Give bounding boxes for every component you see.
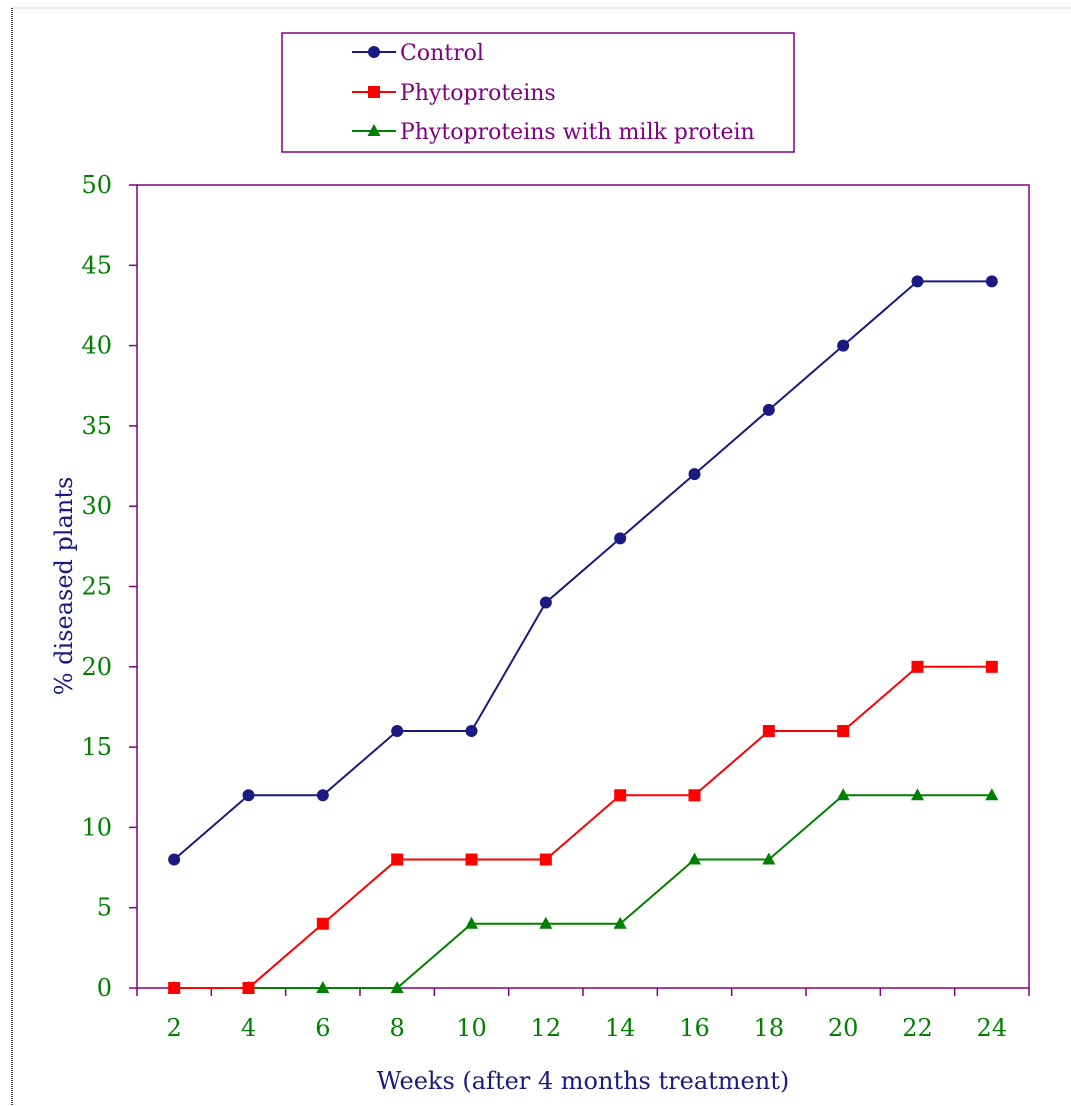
data-point: [465, 725, 478, 738]
y-tick-label: 25: [81, 573, 112, 601]
y-tick-label: 10: [81, 813, 112, 841]
data-point: [911, 660, 924, 673]
data-point: [242, 982, 255, 994]
series-control: [168, 275, 998, 866]
legend: Control Phytoproteins Phytoproteins with m…: [281, 32, 795, 153]
plot-area: [136, 184, 1030, 989]
data-point: [316, 789, 329, 802]
y-axis-title: % diseased plants: [50, 477, 78, 696]
legend-marker: [367, 124, 381, 136]
y-tick-label: 0: [97, 974, 112, 1002]
legend-marker: [368, 86, 380, 98]
data-point: [242, 789, 255, 802]
x-tick-label: 4: [241, 1014, 256, 1042]
x-tick-label: 24: [977, 1014, 1008, 1042]
y-axis: 0 5 10 15 20 25 30 35 40 45 50: [81, 171, 137, 1002]
y-tick-label: 45: [81, 251, 112, 279]
legend-label: Control: [400, 41, 484, 66]
y-tick-label: 15: [81, 733, 112, 761]
data-point: [614, 789, 627, 802]
data-point: [837, 725, 850, 738]
data-point: [762, 852, 776, 865]
data-point: [390, 981, 404, 993]
x-tick-label: 18: [754, 1014, 785, 1042]
x-tick-label: 14: [605, 1014, 636, 1042]
x-axis-title: Weeks (after 4 months treatment): [377, 1067, 789, 1095]
data-point: [539, 853, 552, 866]
legend-marker: [368, 46, 380, 58]
y-tick-label: 50: [81, 171, 112, 199]
data-point: [688, 852, 701, 865]
series-line: [174, 794, 992, 989]
data-point: [316, 917, 329, 930]
data-point: [985, 275, 998, 288]
y-tick-label: 30: [81, 492, 112, 520]
series-line: [173, 280, 992, 861]
x-tick-label: 10: [456, 1014, 487, 1042]
data-point: [837, 339, 850, 352]
x-tick-label: 20: [828, 1014, 859, 1042]
data-point: [911, 788, 924, 801]
x-tick-label: 16: [679, 1014, 710, 1042]
data-point: [985, 788, 999, 801]
data-point: [836, 788, 850, 801]
data-point: [168, 853, 181, 866]
data-point: [762, 403, 775, 416]
data-point: [539, 916, 553, 929]
series-line: [174, 665, 992, 989]
data-point: [911, 275, 924, 288]
y-tick-label: 35: [81, 412, 112, 440]
series-layer: [167, 275, 999, 994]
data-point: [168, 982, 181, 994]
legend-item: Phytoproteins: [352, 81, 556, 106]
data-point: [614, 532, 627, 545]
data-point: [762, 725, 775, 738]
data-point: [465, 916, 478, 929]
data-point: [688, 468, 701, 481]
data-point: [985, 660, 998, 673]
x-tick-label: 8: [390, 1014, 405, 1042]
legend-item: Phytoproteins with milk protein: [352, 120, 755, 145]
y-tick-label: 20: [81, 653, 112, 681]
data-point: [316, 981, 330, 993]
series-phytoproteins: [168, 660, 998, 994]
x-axis: 2 4 6 8 10 12 14 16 18 20 22 24: [136, 988, 1030, 1042]
series-phytoproteins-with-milk-protein: [167, 788, 999, 993]
data-point: [539, 596, 552, 609]
data-point: [391, 853, 404, 866]
x-tick-label: 12: [531, 1014, 562, 1042]
legend-label: Phytoproteins with milk protein: [400, 120, 755, 145]
data-point: [688, 789, 701, 802]
x-tick-label: 2: [167, 1014, 182, 1042]
data-point: [613, 916, 627, 929]
y-tick-label: 40: [81, 332, 112, 360]
data-point: [465, 853, 478, 866]
legend-label: Phytoproteins: [400, 81, 556, 106]
x-tick-label: 6: [315, 1014, 330, 1042]
y-tick-label: 5: [97, 894, 112, 922]
legend-item: Control: [352, 41, 484, 66]
x-tick-label: 22: [902, 1014, 933, 1042]
data-point: [391, 725, 404, 738]
